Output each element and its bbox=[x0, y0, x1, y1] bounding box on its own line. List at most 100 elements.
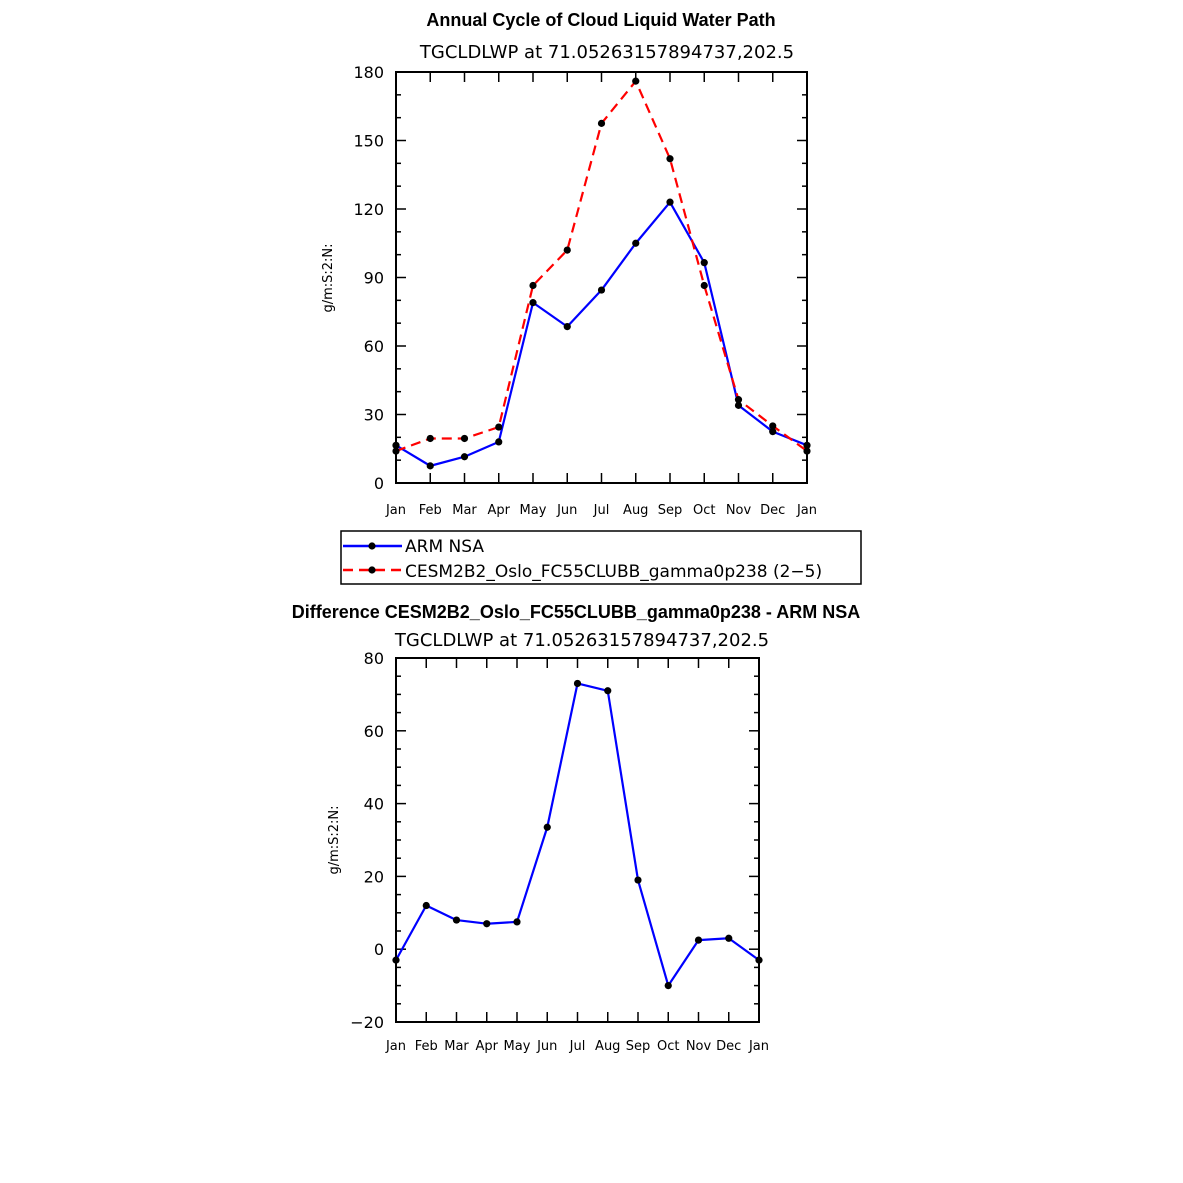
data-point bbox=[666, 155, 674, 163]
legend: ARM NSA CESM2B2_Oslo_FC55CLUBB_gamma0p23… bbox=[340, 530, 862, 585]
data-point bbox=[769, 428, 777, 436]
x-tick-label: Jul bbox=[569, 1039, 586, 1054]
data-point bbox=[452, 916, 461, 924]
data-point bbox=[392, 956, 400, 964]
chart-title: Annual Cycle of Cloud Liquid Water Path bbox=[426, 10, 775, 30]
series-line bbox=[395, 201, 808, 467]
data-point bbox=[597, 119, 606, 127]
x-tick-label: Nov bbox=[726, 503, 752, 518]
data-point bbox=[392, 441, 400, 449]
data-point bbox=[734, 401, 743, 409]
plot-border bbox=[395, 71, 808, 484]
data-point bbox=[563, 246, 571, 254]
x-tick-label: Mar bbox=[444, 1039, 469, 1054]
plot-frame: 0 30 60 90 120 150 180 Jan Feb Mar Apr May Jun Jul Aug… bbox=[353, 63, 817, 518]
y-axis-label: g/m:S:2:N: bbox=[327, 805, 342, 874]
y-tick-label: 60 bbox=[364, 722, 384, 741]
x-tick-label: Feb bbox=[415, 1039, 438, 1054]
data-point bbox=[694, 936, 703, 944]
data-point bbox=[426, 462, 434, 470]
data-point bbox=[769, 422, 777, 430]
legend-marker-arm bbox=[368, 542, 376, 550]
x-tick-label: Sep bbox=[626, 1039, 651, 1054]
series-line bbox=[395, 682, 760, 987]
legend-marker-cesm bbox=[368, 566, 376, 574]
data-point bbox=[573, 679, 582, 688]
y-axis-label: g/m:S:2:N: bbox=[321, 243, 336, 312]
plot-border bbox=[395, 657, 760, 1023]
data-point bbox=[755, 956, 763, 964]
data-point bbox=[664, 982, 672, 990]
x-tick-label: Apr bbox=[488, 503, 511, 518]
data-point bbox=[700, 259, 708, 267]
x-tick-label: Oct bbox=[657, 1039, 679, 1054]
data-point bbox=[392, 447, 400, 455]
y-tick-label: 0 bbox=[374, 474, 384, 493]
data-point bbox=[632, 239, 640, 247]
x-tick-label: Jun bbox=[536, 1039, 557, 1054]
x-tick-label: May bbox=[504, 1039, 531, 1054]
data-point bbox=[513, 918, 521, 926]
data-point bbox=[734, 396, 743, 404]
data-point bbox=[666, 198, 674, 206]
legend-label-cesm: CESM2B2_Oslo_FC55CLUBB_gamma0p238 (2−5) bbox=[405, 562, 822, 582]
data-point bbox=[604, 687, 612, 695]
data-point bbox=[634, 876, 642, 884]
y-tick-label: 60 bbox=[364, 337, 384, 356]
x-tick-label: Dec bbox=[760, 503, 785, 518]
data-point bbox=[426, 434, 434, 443]
x-tick-label: May bbox=[520, 503, 547, 518]
y-tick-label: 40 bbox=[364, 795, 384, 814]
data-point bbox=[460, 453, 469, 461]
data-point bbox=[597, 286, 606, 294]
x-tick-label: Feb bbox=[419, 503, 442, 518]
data-point bbox=[529, 299, 537, 307]
x-tick-label: Apr bbox=[476, 1039, 499, 1054]
x-tick-label: Jun bbox=[556, 503, 577, 518]
y-tick-label: 180 bbox=[353, 63, 384, 82]
data-point bbox=[632, 77, 640, 85]
chart-subtitle: TGCLDLWP at 71.05263157894737,202.5 bbox=[394, 630, 769, 651]
x-tick-label: Jan bbox=[748, 1039, 769, 1054]
data-point bbox=[725, 934, 733, 942]
data-point bbox=[529, 281, 537, 290]
x-tick-label: Nov bbox=[686, 1039, 712, 1054]
x-tick-label: Dec bbox=[716, 1039, 741, 1054]
data-point bbox=[483, 920, 491, 928]
legend-box bbox=[340, 530, 862, 585]
data-point bbox=[460, 434, 469, 443]
x-tick-label: Oct bbox=[693, 503, 715, 518]
y-tick-label: 90 bbox=[364, 269, 384, 288]
x-tick-label: Jul bbox=[593, 503, 610, 518]
legend-label-arm: ARM NSA bbox=[405, 537, 484, 557]
chart-title: Difference CESM2B2_Oslo_FC55CLUBB_gamma0… bbox=[292, 602, 861, 622]
annual-cycle-chart: Annual Cycle of Cloud Liquid Water Path … bbox=[321, 10, 817, 518]
data-point bbox=[700, 281, 708, 290]
y-tick-label: 150 bbox=[353, 132, 384, 151]
difference-chart: Difference CESM2B2_Oslo_FC55CLUBB_gamma0… bbox=[292, 602, 861, 1054]
x-tick-label: Jan bbox=[385, 503, 406, 518]
x-tick-label: Aug bbox=[623, 503, 648, 518]
plot-frame: −20 0 20 40 60 80 Jan Feb Mar Apr May Jun Jul Aug Sep O… bbox=[350, 649, 769, 1054]
data-point bbox=[495, 423, 503, 431]
data-point bbox=[803, 447, 811, 455]
x-tick-label: Sep bbox=[658, 503, 683, 518]
x-tick-label: Aug bbox=[595, 1039, 620, 1054]
data-point bbox=[495, 438, 503, 446]
y-tick-label: 120 bbox=[353, 200, 384, 219]
y-tick-label: 30 bbox=[364, 406, 384, 425]
data-point bbox=[563, 322, 571, 331]
y-tick-label: −20 bbox=[350, 1013, 384, 1032]
x-tick-label: Jan bbox=[796, 503, 817, 518]
x-tick-label: Mar bbox=[452, 503, 477, 518]
data-point bbox=[422, 901, 430, 910]
data-point bbox=[543, 823, 551, 831]
data-point bbox=[803, 441, 811, 449]
series-line bbox=[395, 80, 808, 453]
y-tick-label: 80 bbox=[364, 649, 384, 668]
series-group bbox=[392, 679, 763, 990]
chart-subtitle: TGCLDLWP at 71.05263157894737,202.5 bbox=[419, 42, 794, 63]
y-tick-label: 0 bbox=[374, 940, 384, 959]
series-group bbox=[392, 77, 811, 470]
